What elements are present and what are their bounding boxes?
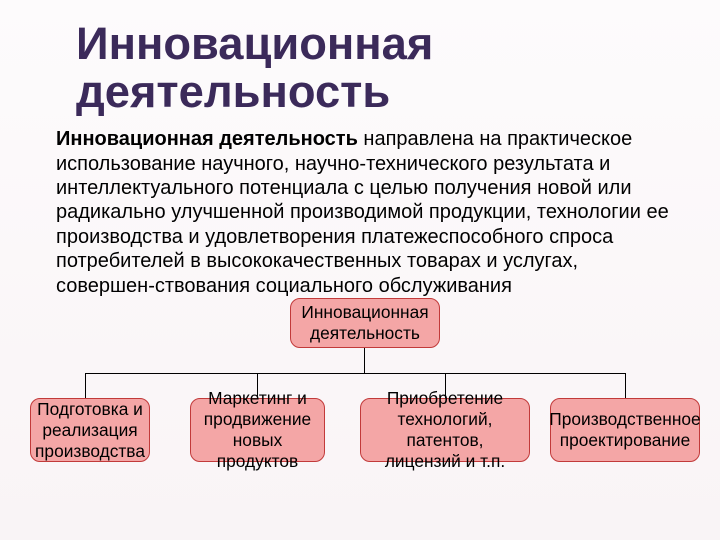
connector-v bbox=[364, 348, 365, 373]
connector-v bbox=[625, 373, 626, 398]
connector-h bbox=[85, 373, 625, 374]
org-child-node-1: Маркетинг и продвижение новых продуктов bbox=[190, 398, 325, 462]
definition-lead: Инновационная деятельность bbox=[56, 128, 358, 150]
connector-v bbox=[85, 373, 86, 398]
org-root-node: Инновационная деятельность bbox=[290, 298, 440, 348]
slide-title: Инновационная деятельность bbox=[76, 20, 686, 115]
org-child-node-3: Производственное проектирование bbox=[550, 398, 700, 462]
org-child-node-2: Приобретение технологий, патентов, лицен… bbox=[360, 398, 530, 462]
definition-body: направлена на практическое использование… bbox=[56, 128, 669, 296]
org-chart: Инновационная деятельность Подготовка и р… bbox=[0, 298, 720, 518]
slide: Инновационная деятельность Инновационная… bbox=[0, 0, 720, 540]
definition-paragraph: Инновационная деятельность направлена на… bbox=[34, 127, 686, 298]
org-child-node-0: Подготовка и реализация производства bbox=[30, 398, 150, 462]
